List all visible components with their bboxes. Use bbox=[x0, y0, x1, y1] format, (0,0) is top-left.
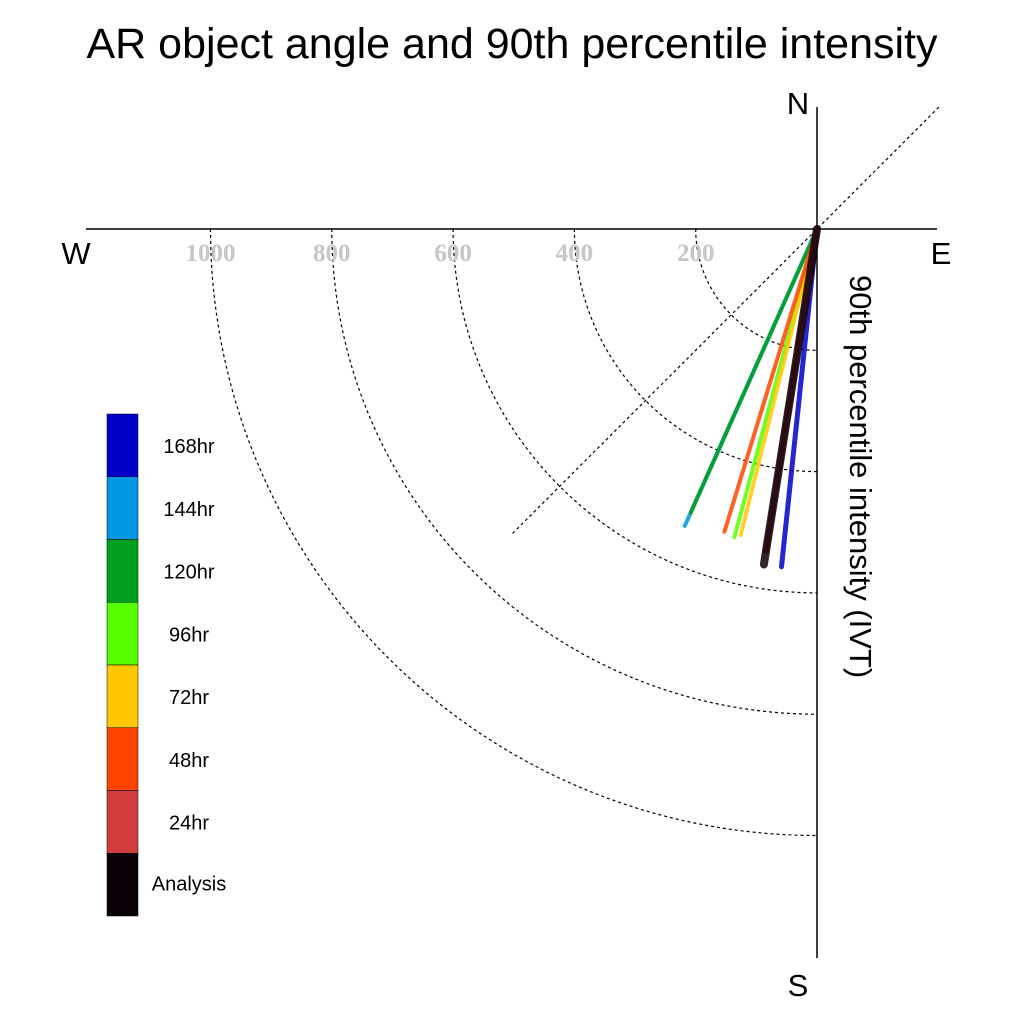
radial-tick-label: 800 bbox=[313, 240, 351, 267]
legend-swatch bbox=[106, 602, 139, 666]
chart-title: AR object angle and 90th percentile inte… bbox=[87, 20, 938, 68]
grid-arc bbox=[573, 228, 818, 473]
polar-grid bbox=[209, 105, 941, 837]
legend-label: 120hr bbox=[163, 562, 214, 584]
grid-arc bbox=[331, 228, 818, 715]
reference-line bbox=[512, 105, 941, 534]
legend-label: 72hr bbox=[169, 687, 209, 709]
legend-swatch bbox=[106, 853, 139, 917]
compass-north: N bbox=[787, 86, 809, 121]
legend-swatch bbox=[106, 539, 139, 603]
legend-label: 96hr bbox=[169, 624, 209, 646]
radial-axis-label: 90th percentile intensity (IVT) bbox=[843, 275, 878, 678]
legend-swatch bbox=[106, 476, 139, 540]
series-line bbox=[759, 225, 821, 569]
legend-label: 168hr bbox=[163, 436, 214, 458]
series-line bbox=[688, 227, 819, 515]
legend-label: 24hr bbox=[169, 813, 209, 835]
legend-label: 144hr bbox=[163, 499, 214, 521]
radial-tick-label: 200 bbox=[677, 240, 715, 267]
compass-east: E bbox=[931, 236, 952, 271]
legend-swatch bbox=[106, 664, 139, 728]
grid-arc bbox=[209, 228, 818, 837]
legend-swatch bbox=[106, 790, 139, 854]
radial-tick-labels: 1000 800 600 400 200 bbox=[186, 240, 715, 267]
legend-label: 48hr bbox=[169, 750, 209, 772]
series-lines bbox=[682, 225, 821, 570]
legend-label: Analysis bbox=[152, 873, 226, 895]
compass-south: S bbox=[788, 968, 809, 1003]
legend-swatch bbox=[106, 727, 139, 791]
radial-tick-label: 1000 bbox=[186, 240, 236, 267]
legend-swatch bbox=[106, 413, 139, 477]
series-line bbox=[722, 227, 819, 534]
grid-arc bbox=[452, 228, 818, 594]
legend: 168hr 144hr 120hr 96hr 72hr 48hr 24hr Analysis bbox=[106, 413, 226, 917]
compass-west: W bbox=[61, 236, 91, 271]
grid-arc bbox=[695, 228, 818, 351]
series-line bbox=[738, 227, 819, 538]
radial-tick-label: 600 bbox=[434, 240, 472, 267]
radial-tick-label: 400 bbox=[556, 240, 594, 267]
